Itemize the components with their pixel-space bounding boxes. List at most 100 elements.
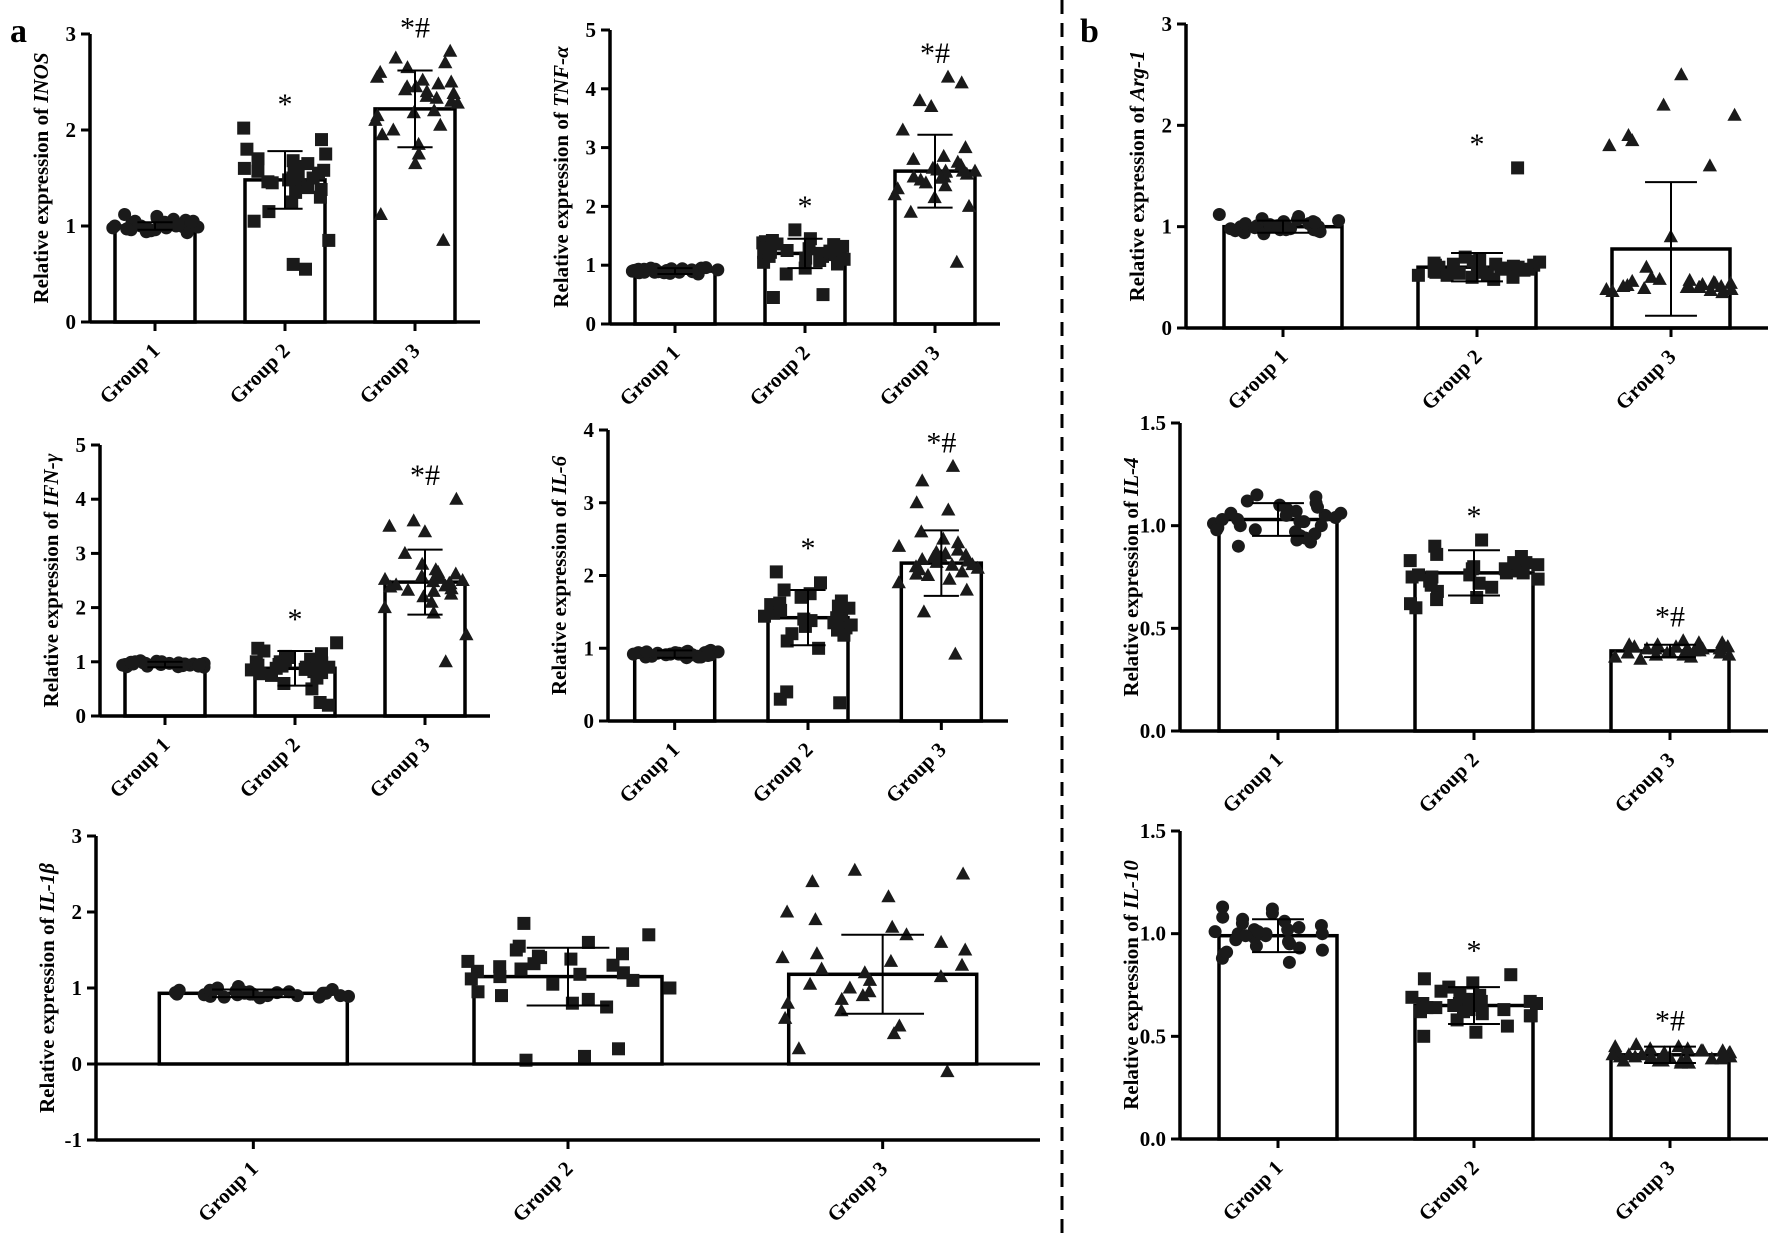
data-point [906, 169, 921, 183]
data-point [1417, 1029, 1431, 1043]
data-point [766, 291, 780, 304]
data-point [330, 636, 344, 650]
panel-label-a: a [10, 13, 27, 50]
y-tick-label: 2 [586, 194, 597, 218]
data-point [1231, 539, 1245, 553]
error-bar [267, 150, 303, 210]
y-tick-label: 1 [586, 253, 597, 277]
data-point [514, 962, 528, 976]
data-point [1605, 284, 1620, 297]
data-point [1318, 508, 1332, 522]
data-point [408, 156, 423, 170]
error-bar [147, 660, 183, 669]
data-point [1652, 271, 1667, 285]
data-point [573, 967, 587, 981]
data-point [1282, 935, 1295, 949]
y-tick-label: 0 [1162, 316, 1173, 340]
data-point [1625, 273, 1640, 287]
significance-marker: *# [410, 459, 440, 492]
data-point [892, 1018, 907, 1032]
error-bar [790, 589, 826, 647]
data-point [954, 957, 970, 971]
data-point [368, 112, 383, 126]
data-point [286, 257, 300, 271]
bar [633, 269, 717, 326]
data-point [1674, 67, 1689, 81]
data-point [1411, 268, 1425, 282]
data-point [464, 972, 478, 986]
x-tick-label: Group 1 [1218, 748, 1288, 818]
y-axis-label: Relative expression of IFN-γ [39, 453, 63, 707]
data-point [1409, 601, 1423, 615]
x-tick-label: Group 1 [193, 1157, 263, 1227]
data-point [777, 583, 791, 597]
data-point [812, 641, 826, 655]
y-tick-label: 5 [586, 18, 597, 42]
data-point [950, 154, 965, 168]
x-tick-label: Group 1 [614, 738, 684, 808]
data-point [773, 692, 787, 706]
data-point [626, 647, 640, 661]
data-point [281, 651, 295, 664]
data-point [780, 244, 794, 257]
data-point [1602, 138, 1617, 152]
data-point [1721, 647, 1737, 661]
data-point [581, 992, 595, 1006]
data-point [1616, 279, 1631, 292]
data-point [512, 939, 526, 953]
data-point [1507, 556, 1521, 570]
data-point [933, 969, 949, 983]
y-tick-label: 3 [584, 491, 595, 515]
data-point [616, 947, 629, 961]
data-point [427, 103, 442, 117]
data-point [1727, 107, 1742, 121]
data-point [120, 222, 134, 236]
data-point [1265, 902, 1279, 916]
data-point [1695, 641, 1710, 655]
data-point [305, 682, 319, 696]
data-point [1475, 1007, 1489, 1021]
bar [157, 991, 350, 1066]
data-point [471, 985, 485, 999]
chart-tnf-: * *# 0 1 2 3 4 5 Group 1 Group 2 Group 3 Relative e… [549, 18, 1000, 410]
significance-marker: * [288, 603, 303, 636]
data-point [1236, 912, 1250, 926]
data-point [816, 288, 830, 302]
error-bar [1644, 1045, 1696, 1064]
data-point [770, 237, 784, 251]
significance-marker: *# [1655, 1005, 1685, 1038]
bar [1222, 224, 1344, 330]
data-point [1494, 261, 1508, 275]
data-point [373, 207, 388, 220]
data-point [277, 677, 291, 690]
data-point [1657, 1045, 1672, 1059]
data-point [448, 566, 463, 580]
data-point [313, 696, 327, 709]
data-point [1622, 637, 1637, 651]
data-point [459, 627, 474, 641]
data-point [959, 582, 974, 596]
data-point [949, 254, 964, 268]
data-point [1531, 572, 1545, 586]
x-tick-label: Group 2 [748, 738, 818, 808]
significance-marker: * [278, 88, 293, 121]
data-point [431, 76, 446, 90]
data-point [286, 154, 300, 168]
data-point [640, 645, 654, 659]
data-point [1457, 1005, 1470, 1019]
y-tick-label: 3 [586, 136, 597, 160]
data-point [1608, 1039, 1623, 1053]
data-point [1440, 268, 1454, 282]
data-point [857, 965, 872, 979]
y-tick-label: 3 [1162, 12, 1173, 36]
data-point [1469, 1025, 1483, 1039]
data-point [1282, 955, 1296, 969]
data-point [606, 958, 620, 972]
y-tick-label: 0 [76, 704, 87, 728]
x-tick-label: Group 1 [105, 733, 175, 803]
data-point [1210, 523, 1224, 537]
data-point [954, 564, 970, 578]
data-point [936, 148, 951, 162]
error-bar [917, 133, 953, 209]
x-tick-label: Group 3 [881, 738, 951, 808]
